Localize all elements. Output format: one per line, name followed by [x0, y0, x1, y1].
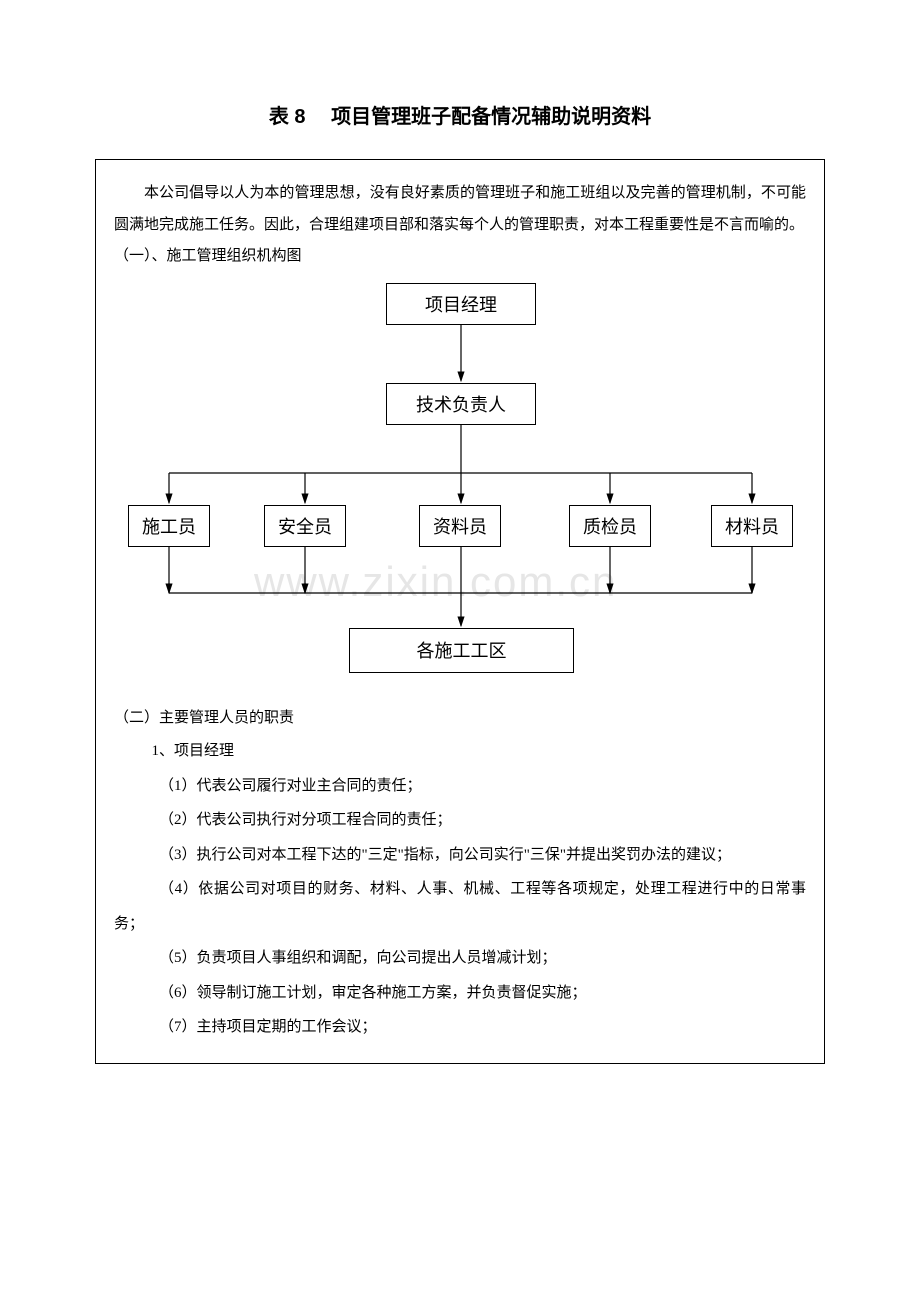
org-flowchart: www.zixin.com.cn [114, 283, 806, 693]
content-box: 本公司倡导以人为本的管理思想，没有良好素质的管理班子和施工班组以及完善的管理机制… [95, 159, 825, 1064]
item1-title: 1、项目经理 [114, 734, 806, 769]
node-zones: 各施工工区 [349, 628, 574, 673]
duty-3-text: （3）执行公司对本工程下达的"三定"指标，向公司实行"三保"并提出奖罚办法的建议… [159, 847, 731, 863]
duty-4: （4）依据公司对项目的财务、材料、人事、机械、工程等各项规定，处理工程进行中的日… [114, 872, 806, 941]
node-tech-lead: 技术负责人 [386, 383, 536, 425]
page-title: 表 8 项目管理班子配备情况辅助说明资料 [95, 100, 825, 129]
node-role-quality: 质检员 [569, 505, 651, 547]
node-role-data: 资料员 [419, 505, 501, 547]
duty-4-text: （4）依据公司对项目的财务、材料、人事、机械、工程等各项规定，处理工程进行中的日… [114, 881, 806, 932]
intro-paragraph: 本公司倡导以人为本的管理思想，没有良好素质的管理班子和施工班组以及完善的管理机制… [114, 178, 806, 241]
node-project-manager: 项目经理 [386, 283, 536, 325]
duty-5: （5）负责项目人事组织和调配，向公司提出人员增减计划； [114, 941, 806, 976]
node-role-construction: 施工员 [128, 505, 210, 547]
duty-7: （7）主持项目定期的工作会议； [114, 1010, 806, 1045]
duty-3: （3）执行公司对本工程下达的"三定"指标，向公司实行"三保"并提出奖罚办法的建议… [114, 838, 806, 873]
duty-6: （6）领导制订施工计划，审定各种施工方案，并负责督促实施； [114, 976, 806, 1011]
section2-title: （二）主要管理人员的职责 [114, 703, 806, 735]
duty-2: （2）代表公司执行对分项工程合同的责任； [114, 803, 806, 838]
node-role-safety: 安全员 [264, 505, 346, 547]
node-role-material: 材料员 [711, 505, 793, 547]
duty-1: （1）代表公司履行对业主合同的责任； [114, 769, 806, 804]
section1-title: （一）、施工管理组织机构图 [114, 241, 806, 273]
